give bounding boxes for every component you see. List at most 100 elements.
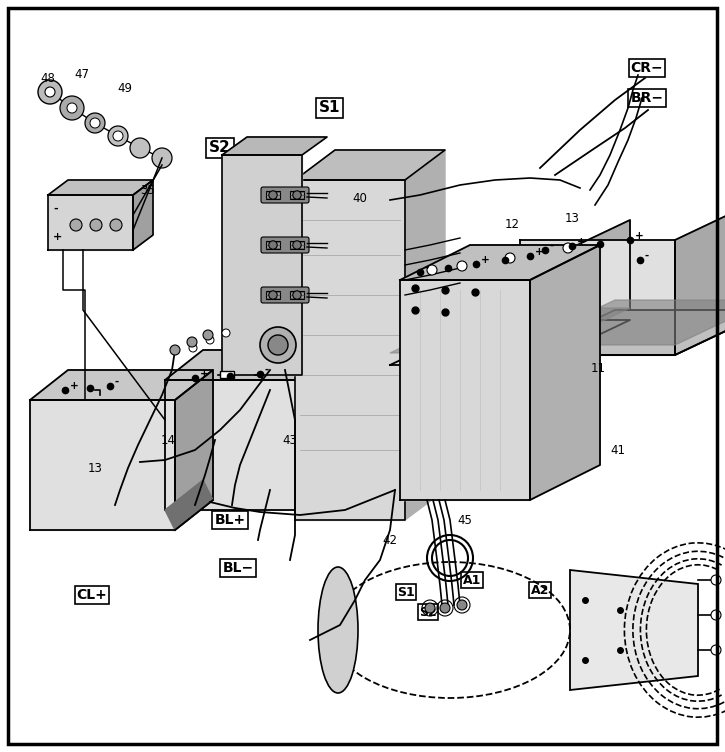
FancyBboxPatch shape <box>266 191 280 199</box>
Text: -: - <box>645 251 650 261</box>
Circle shape <box>293 191 301 199</box>
Circle shape <box>189 344 197 352</box>
Text: A1: A1 <box>463 574 481 587</box>
Polygon shape <box>530 245 600 500</box>
FancyBboxPatch shape <box>266 291 280 299</box>
Text: +: + <box>535 247 544 257</box>
Polygon shape <box>675 195 725 355</box>
Text: 47: 47 <box>75 68 89 81</box>
Circle shape <box>60 96 84 120</box>
Circle shape <box>70 219 82 231</box>
Circle shape <box>269 241 277 249</box>
FancyBboxPatch shape <box>290 241 304 249</box>
Circle shape <box>268 335 288 355</box>
Polygon shape <box>48 195 133 250</box>
Polygon shape <box>133 180 153 250</box>
Text: S1: S1 <box>397 586 415 599</box>
Circle shape <box>45 87 55 97</box>
Text: 35: 35 <box>141 183 155 196</box>
Polygon shape <box>390 308 630 353</box>
Polygon shape <box>222 155 302 375</box>
Polygon shape <box>222 137 327 155</box>
Text: 42: 42 <box>383 533 397 547</box>
Text: S1: S1 <box>319 101 341 116</box>
Circle shape <box>269 291 277 299</box>
Text: -: - <box>425 263 429 273</box>
Text: BL−: BL− <box>223 561 254 575</box>
Text: CR−: CR− <box>631 61 663 75</box>
Circle shape <box>90 118 100 128</box>
Circle shape <box>425 603 435 613</box>
Polygon shape <box>175 370 213 530</box>
Text: 13: 13 <box>88 462 102 475</box>
Text: -: - <box>265 365 269 375</box>
Polygon shape <box>30 400 175 530</box>
Polygon shape <box>165 380 325 510</box>
Circle shape <box>108 126 128 146</box>
Circle shape <box>206 336 214 344</box>
Circle shape <box>293 241 301 249</box>
Circle shape <box>563 243 573 253</box>
Text: A2: A2 <box>470 288 490 302</box>
Circle shape <box>427 265 437 275</box>
FancyBboxPatch shape <box>290 291 304 299</box>
Circle shape <box>440 603 450 613</box>
Circle shape <box>38 80 62 104</box>
Polygon shape <box>165 480 213 530</box>
Polygon shape <box>165 350 363 380</box>
Circle shape <box>222 329 230 337</box>
FancyBboxPatch shape <box>261 187 309 203</box>
FancyBboxPatch shape <box>290 191 304 199</box>
Text: BR−: BR− <box>631 91 663 105</box>
Polygon shape <box>390 265 535 365</box>
Text: S2: S2 <box>419 605 437 618</box>
Circle shape <box>113 131 123 141</box>
Text: 11: 11 <box>590 362 605 374</box>
Text: 48: 48 <box>41 71 55 84</box>
FancyBboxPatch shape <box>266 241 280 249</box>
Text: 12: 12 <box>505 219 520 232</box>
Circle shape <box>711 610 721 620</box>
Text: BL+: BL+ <box>215 513 246 527</box>
Circle shape <box>260 327 296 363</box>
Text: +: + <box>481 255 490 265</box>
Circle shape <box>293 291 301 299</box>
Text: S2: S2 <box>209 141 231 156</box>
Text: +: + <box>577 237 586 247</box>
Polygon shape <box>520 240 675 355</box>
Circle shape <box>505 253 515 263</box>
Text: +: + <box>635 231 644 241</box>
Polygon shape <box>570 570 698 690</box>
Text: 13: 13 <box>565 211 579 225</box>
Text: +: + <box>70 381 79 391</box>
Text: +: + <box>53 232 62 242</box>
FancyBboxPatch shape <box>220 371 234 378</box>
Polygon shape <box>400 280 530 500</box>
Text: +: + <box>200 369 209 379</box>
Circle shape <box>711 575 721 585</box>
Text: A2: A2 <box>531 584 549 596</box>
Text: M−: M− <box>365 331 391 345</box>
Polygon shape <box>295 150 445 180</box>
Text: BR+: BR+ <box>634 333 666 347</box>
Circle shape <box>90 219 102 231</box>
Polygon shape <box>405 150 445 520</box>
Text: CL+: CL+ <box>77 588 107 602</box>
Circle shape <box>269 191 277 199</box>
Polygon shape <box>48 180 153 195</box>
Circle shape <box>110 219 122 231</box>
Ellipse shape <box>318 567 358 693</box>
Text: 45: 45 <box>457 514 473 526</box>
Circle shape <box>170 345 180 355</box>
Text: 49: 49 <box>117 81 133 95</box>
Circle shape <box>711 645 721 655</box>
Text: -: - <box>115 377 119 387</box>
Circle shape <box>203 330 213 340</box>
Text: -: - <box>53 204 57 214</box>
Polygon shape <box>390 320 630 365</box>
Text: B−: B− <box>519 295 541 309</box>
Text: 41: 41 <box>610 444 626 456</box>
Polygon shape <box>535 220 630 365</box>
Circle shape <box>130 138 150 158</box>
Text: 43: 43 <box>283 433 297 447</box>
